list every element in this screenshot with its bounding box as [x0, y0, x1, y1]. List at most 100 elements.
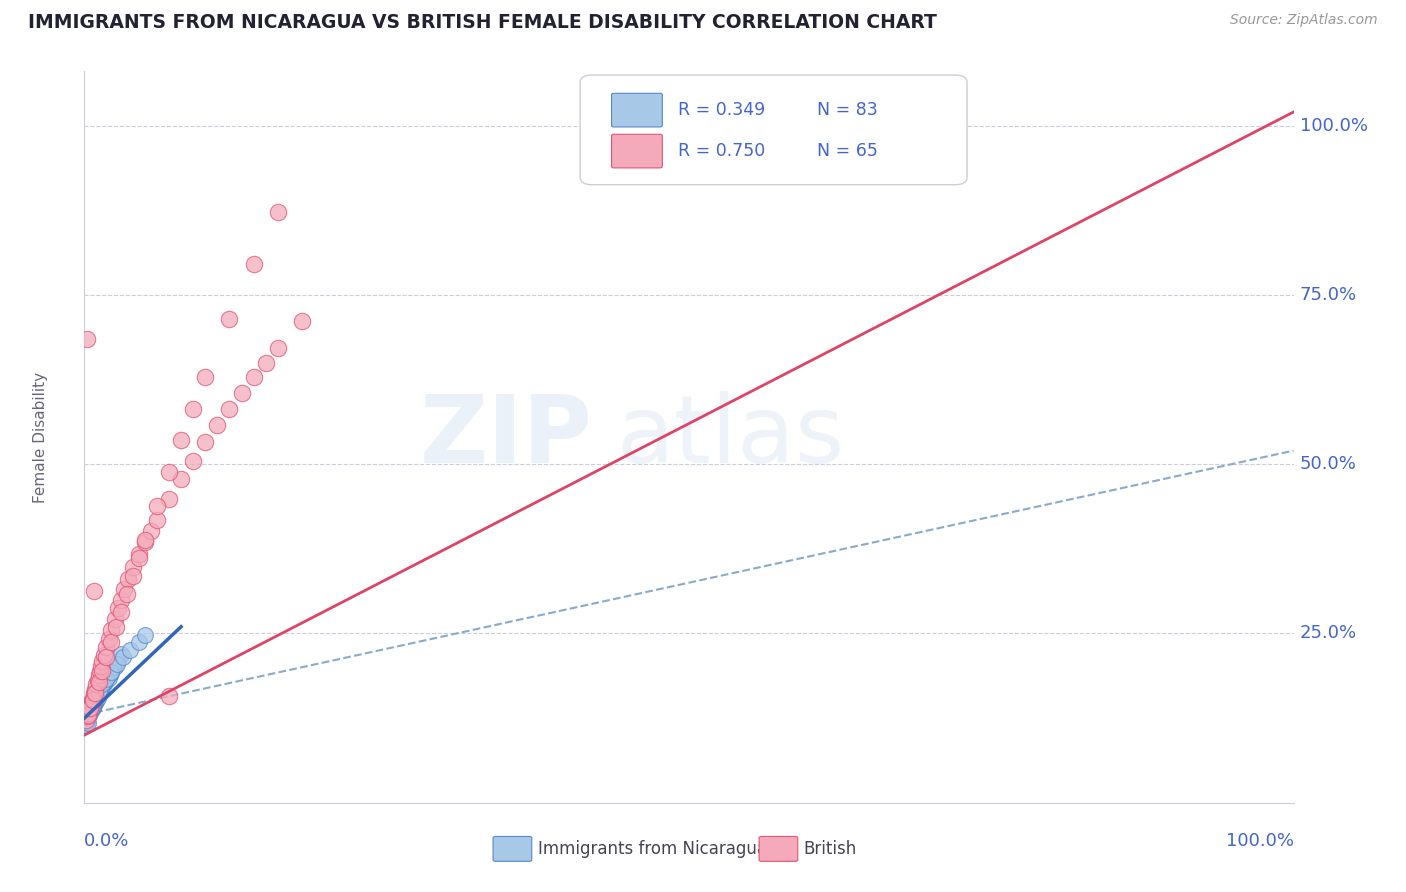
Point — [100, 665, 122, 680]
Point — [117, 572, 139, 586]
Point — [157, 465, 180, 479]
Point — [134, 535, 156, 549]
Point — [84, 681, 107, 696]
Point — [93, 648, 115, 662]
Point — [83, 584, 105, 599]
Point — [76, 709, 98, 723]
Point — [112, 582, 135, 597]
Point — [89, 664, 111, 678]
Point — [75, 715, 97, 730]
Point — [79, 705, 101, 719]
Point — [80, 702, 103, 716]
Point — [77, 702, 100, 716]
Point — [112, 650, 135, 665]
Text: atlas: atlas — [616, 391, 845, 483]
Point — [80, 701, 103, 715]
Point — [76, 706, 98, 721]
Point — [91, 679, 114, 693]
Point — [267, 205, 290, 219]
Point — [77, 707, 100, 722]
FancyBboxPatch shape — [494, 837, 531, 862]
Point — [75, 707, 97, 722]
Point — [84, 693, 107, 707]
Point — [90, 681, 112, 696]
Point — [87, 668, 110, 682]
Point — [86, 690, 108, 705]
Point — [91, 654, 114, 668]
Text: 75.0%: 75.0% — [1299, 285, 1357, 304]
FancyBboxPatch shape — [612, 135, 662, 168]
Point — [76, 709, 98, 723]
Point — [75, 711, 97, 725]
Point — [82, 696, 104, 710]
Point — [128, 547, 150, 561]
Point — [77, 706, 100, 721]
Point — [77, 715, 100, 730]
Point — [93, 677, 115, 691]
Point — [157, 492, 180, 507]
Point — [100, 665, 122, 679]
Point — [77, 705, 100, 719]
Point — [110, 647, 132, 661]
Point — [94, 673, 117, 688]
Text: Female Disability: Female Disability — [34, 371, 48, 503]
Point — [80, 701, 103, 715]
Point — [242, 370, 264, 384]
Point — [267, 341, 290, 355]
Point — [80, 694, 103, 708]
Point — [89, 685, 111, 699]
Point — [107, 654, 129, 668]
Point — [77, 702, 100, 716]
Point — [231, 386, 253, 401]
Point — [84, 696, 107, 710]
Point — [87, 675, 110, 690]
Point — [86, 689, 108, 703]
Point — [146, 499, 169, 513]
Point — [86, 673, 108, 687]
Text: N = 65: N = 65 — [817, 142, 877, 160]
Point — [128, 550, 150, 565]
Point — [77, 706, 100, 721]
FancyBboxPatch shape — [612, 94, 662, 127]
Point — [134, 628, 156, 642]
Point — [120, 643, 142, 657]
Point — [90, 659, 112, 673]
Point — [83, 694, 105, 708]
Text: British: British — [804, 840, 858, 858]
Point — [76, 711, 98, 725]
Point — [79, 699, 101, 714]
Point — [77, 704, 100, 718]
Point — [90, 681, 112, 695]
Point — [87, 688, 110, 702]
Text: 100.0%: 100.0% — [1226, 832, 1294, 850]
Point — [121, 560, 143, 574]
Point — [77, 710, 100, 724]
Point — [75, 714, 97, 729]
Point — [79, 701, 101, 715]
FancyBboxPatch shape — [759, 837, 797, 862]
Point — [105, 657, 128, 671]
Point — [79, 701, 101, 715]
Point — [76, 706, 98, 720]
Point — [76, 707, 98, 722]
Point — [79, 699, 101, 714]
Point — [82, 693, 104, 707]
Point — [75, 711, 97, 725]
Point — [82, 698, 104, 712]
Point — [181, 401, 204, 416]
Point — [77, 698, 100, 712]
Point — [97, 632, 120, 646]
Point — [100, 634, 122, 648]
Point — [91, 677, 114, 691]
Point — [83, 693, 105, 707]
Point — [194, 370, 217, 384]
Point — [84, 686, 107, 700]
Point — [75, 709, 97, 723]
Point — [194, 435, 217, 450]
Point — [86, 690, 108, 704]
Point — [76, 332, 98, 346]
Point — [75, 718, 97, 732]
Point — [97, 671, 120, 685]
Point — [181, 454, 204, 468]
Point — [146, 513, 169, 527]
